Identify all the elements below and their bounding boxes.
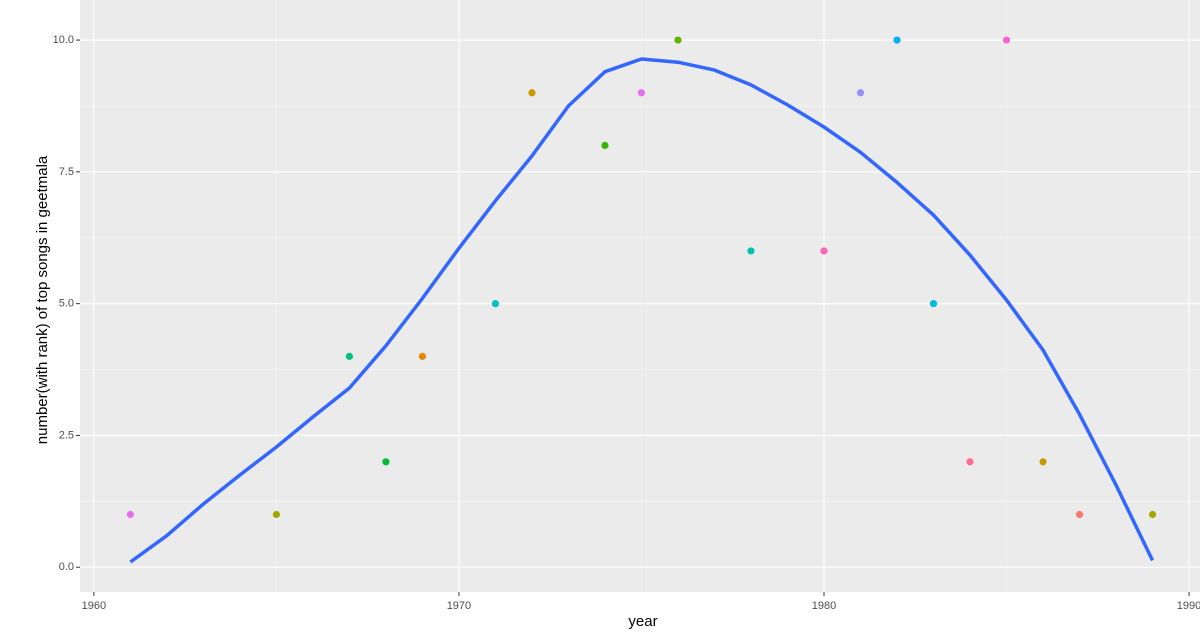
point <box>637 89 646 97</box>
point <box>856 89 865 97</box>
point <box>966 458 974 466</box>
x-tick-label: 1960 <box>82 600 106 612</box>
point <box>747 247 755 255</box>
y-tick-label: 10.0 <box>53 34 74 46</box>
point <box>418 352 427 360</box>
point <box>528 89 536 97</box>
point <box>1148 510 1157 519</box>
panel <box>80 0 1200 592</box>
y-tick-label: 2.5 <box>59 429 74 441</box>
point <box>601 141 609 150</box>
point <box>1002 36 1011 44</box>
point <box>126 510 134 519</box>
point <box>893 36 901 44</box>
trend-line <box>129 57 1155 564</box>
point <box>382 458 390 466</box>
y-tick-label: 7.5 <box>59 166 74 178</box>
point <box>491 300 500 308</box>
y-tick-label: 0.0 <box>59 561 74 573</box>
x-tick-label: 1990 <box>1177 600 1200 612</box>
point <box>345 352 354 360</box>
x-tick-label: 1980 <box>812 600 836 612</box>
point <box>1075 510 1084 519</box>
point <box>820 247 828 255</box>
x-axis-title: year <box>628 613 657 630</box>
point <box>1039 458 1047 466</box>
point <box>674 36 682 44</box>
point <box>272 510 281 519</box>
point <box>929 300 938 308</box>
y-axis-title: number(with rank) of top songs in geetma… <box>34 155 51 444</box>
x-tick-label: 1970 <box>447 600 471 612</box>
y-tick-label: 5.0 <box>59 298 74 310</box>
